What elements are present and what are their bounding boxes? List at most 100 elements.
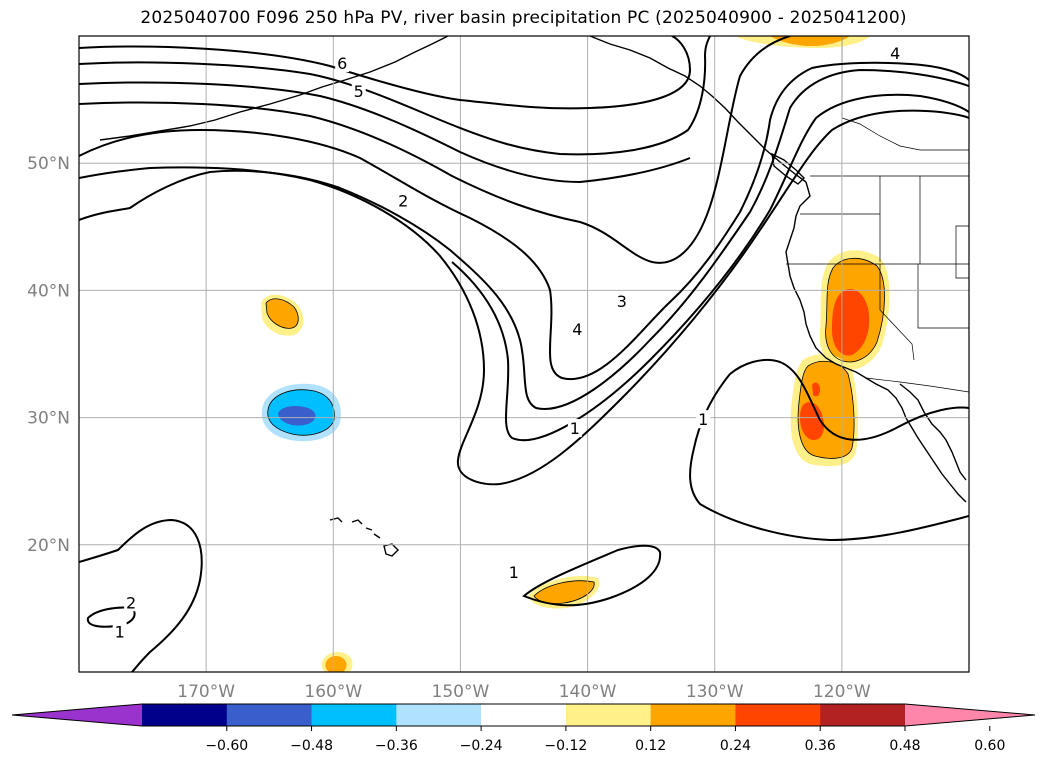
- colorbar-segment: [565, 704, 652, 726]
- contour-label: 1: [509, 563, 519, 582]
- y-tick-label: 30°N: [27, 409, 70, 429]
- precip-region-north-pacific-38N-orange: [266, 298, 299, 329]
- pv-contour-6: [79, 36, 692, 110]
- pv-contour-3a: [79, 36, 791, 264]
- contour-label: 4: [890, 44, 900, 63]
- contour-label-bg: [124, 593, 139, 612]
- pv-contour-3-inner: [451, 93, 969, 442]
- precip-region-southern-california-red: [800, 402, 824, 440]
- colorbar-label: −0.12: [544, 738, 587, 754]
- pv-contour-1-main: [79, 109, 969, 486]
- colorbar-extend-min: [12, 704, 142, 726]
- precip-outline-38N: [265, 298, 299, 329]
- colorbar-segment: [481, 704, 567, 726]
- x-tick-label: 120°W: [813, 682, 871, 702]
- pv-contour-5: [79, 36, 711, 156]
- contour-label: 3: [617, 292, 627, 311]
- colorbar-label: 0.60: [974, 738, 1005, 754]
- coastline-alaska-aleutians: [99, 36, 449, 141]
- contour-label-bg: [888, 43, 903, 62]
- colorbar-label: −0.60: [205, 738, 248, 754]
- contour-label: 5: [354, 82, 364, 101]
- map-frame: [78, 35, 970, 673]
- x-tick-labels: 170°W 160°W 150°W 140°W 130°W 120°W: [177, 682, 871, 702]
- contour-label-bg: [696, 410, 711, 429]
- contour-label: 4: [572, 320, 582, 339]
- contour-label-bg: [112, 622, 127, 641]
- precip-region-subtropical-16N-orange: [534, 580, 595, 604]
- border-alaska-canada: [841, 36, 969, 151]
- contour-label: 1: [698, 410, 708, 429]
- pv-contour-2: [79, 61, 969, 381]
- contour-label: 1: [570, 419, 580, 438]
- contour-label-bg: [614, 291, 629, 310]
- x-tick-label: 140°W: [559, 682, 617, 702]
- precip-region-near-hawaii-10N-orange: [325, 656, 347, 672]
- border-state-nv-az: [917, 264, 969, 329]
- grid-meridians: [205, 36, 843, 672]
- gridlines: [79, 36, 969, 672]
- coastline-alaska-gulf: [589, 36, 807, 183]
- pv-contour-2-ext: [79, 68, 969, 410]
- contour-label-bg: [567, 419, 582, 438]
- x-tick-label: 160°W: [304, 682, 362, 702]
- coastlines: [99, 36, 967, 557]
- border-idaho: [879, 176, 969, 279]
- y-tick-labels: 50°N 40°N 30°N 20°N: [27, 154, 70, 556]
- colorbar-label: −0.24: [460, 738, 503, 754]
- precip-region-gulf-of-alaska-60N-orange: [770, 36, 850, 46]
- colorbar-segment: [311, 704, 397, 726]
- contour-label: 1: [115, 623, 125, 642]
- y-tick-label: 40°N: [27, 281, 70, 301]
- colorbar: −0.60 −0.48 −0.36 −0.24 −0.12 0.12 0.24 0.36 0.4…: [11, 703, 1036, 754]
- colorbar-label: 0.12: [635, 738, 666, 754]
- colorbar-segment: [226, 704, 313, 726]
- contour-label-bg: [570, 319, 585, 338]
- pv-contour-1-sw: [79, 518, 203, 672]
- precip-region-california-sierra-red: [832, 288, 870, 356]
- contour-label: 2: [398, 191, 408, 210]
- pv-contour-4a: [79, 81, 691, 184]
- precip-outline-california: [825, 257, 885, 363]
- contour-label: 6: [337, 54, 347, 73]
- colorbar-segment: [735, 704, 821, 726]
- borders: [786, 36, 969, 393]
- border-us-mexico: [865, 377, 969, 393]
- pv-contours: [79, 36, 969, 672]
- colorbar-label: 0.48: [889, 738, 920, 754]
- coastline-bc-west-coast: [785, 181, 967, 503]
- colorbar-segment: [650, 704, 736, 726]
- precip-outline-30N: [267, 389, 335, 436]
- precip-outline-socal: [797, 360, 855, 459]
- colorbar-label: 0.36: [805, 738, 836, 754]
- contour-label-bg: [335, 53, 350, 72]
- colorbar-label: 0.24: [720, 738, 751, 754]
- x-tick-label: 170°W: [177, 682, 235, 702]
- contour-label: 2: [126, 593, 136, 612]
- contour-label-bg: [396, 191, 411, 210]
- grid-parallels: [79, 162, 969, 546]
- y-tick-label: 50°N: [27, 154, 70, 174]
- precip-region-subtropical-30N-blue: [278, 406, 316, 426]
- x-tick-label: 130°W: [686, 682, 744, 702]
- colorbar-segment: [142, 704, 228, 726]
- pv-contour-2-sw: [86, 606, 136, 628]
- coastline-baja-east: [899, 383, 967, 481]
- colorbar-extend-max: [905, 704, 1035, 726]
- chart-title: 2025040700 F096 250 hPa PV, river basin …: [140, 8, 907, 28]
- pv-contour-1-east-upper: [729, 358, 969, 441]
- colorbar-outline: [11, 703, 1036, 727]
- colorbar-label: −0.36: [375, 738, 418, 754]
- colorbar-segment: [820, 704, 906, 726]
- pv-contour-1-16N: [522, 544, 662, 607]
- border-state-ca-nv: [879, 264, 915, 361]
- contour-label-bg: [506, 562, 521, 581]
- colorbar-segment: [396, 704, 482, 726]
- precip-region-southern-california-red2: [812, 382, 820, 397]
- y-tick-label: 20°N: [27, 536, 70, 556]
- coastline-hawaii: [329, 517, 399, 557]
- colorbar-label: −0.48: [290, 738, 333, 754]
